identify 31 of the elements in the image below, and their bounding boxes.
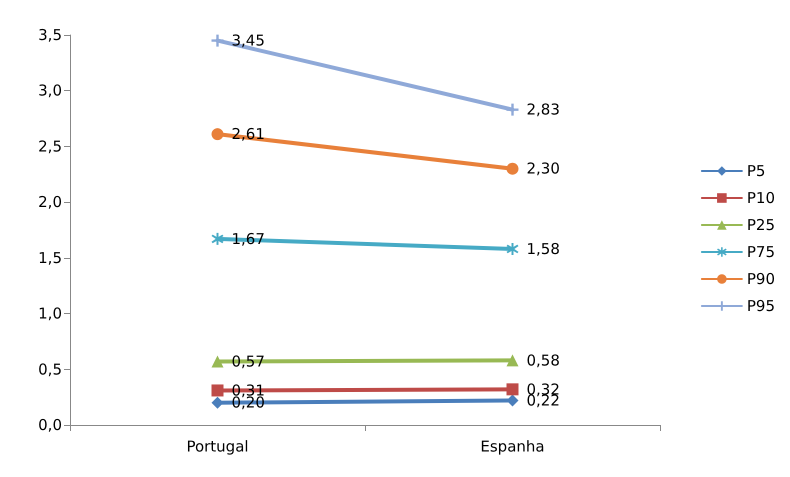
- y-tick-label: 2,5: [38, 137, 62, 156]
- y-tick-label: 1,5: [38, 248, 62, 267]
- y-tick-label: 0,0: [38, 416, 62, 434]
- legend-label: P90: [746, 270, 776, 288]
- data-label: 1,58: [526, 240, 560, 258]
- point: [212, 396, 224, 409]
- point: [212, 34, 224, 47]
- y-tick-label: 3,0: [38, 82, 62, 100]
- y-tick-label: 3,5: [38, 26, 62, 44]
- point: [212, 128, 224, 140]
- y-tick-label: 0,5: [38, 360, 62, 378]
- legend-label: P10: [746, 189, 776, 207]
- x-tick-label: Portugal: [186, 438, 249, 456]
- point: [506, 383, 518, 396]
- legend-label: P95: [746, 297, 776, 315]
- data-label: 3,45: [232, 32, 265, 50]
- point: [506, 162, 518, 175]
- point: [506, 104, 518, 116]
- point: [212, 384, 224, 396]
- legend-label: P75: [746, 243, 776, 261]
- legend-label: P25: [746, 216, 776, 234]
- legend-label: P5: [746, 162, 766, 180]
- data-label: 2,83: [526, 100, 560, 119]
- point: [212, 232, 224, 245]
- data-label: 2,30: [526, 160, 560, 178]
- data-label: 0,58: [526, 351, 560, 370]
- point: [506, 242, 518, 255]
- x-tick-label: Espanha: [480, 438, 545, 456]
- y-tick-label: 1,0: [38, 304, 62, 323]
- y-tick-label: 2,0: [38, 193, 62, 212]
- data-label: 0,57: [232, 352, 265, 370]
